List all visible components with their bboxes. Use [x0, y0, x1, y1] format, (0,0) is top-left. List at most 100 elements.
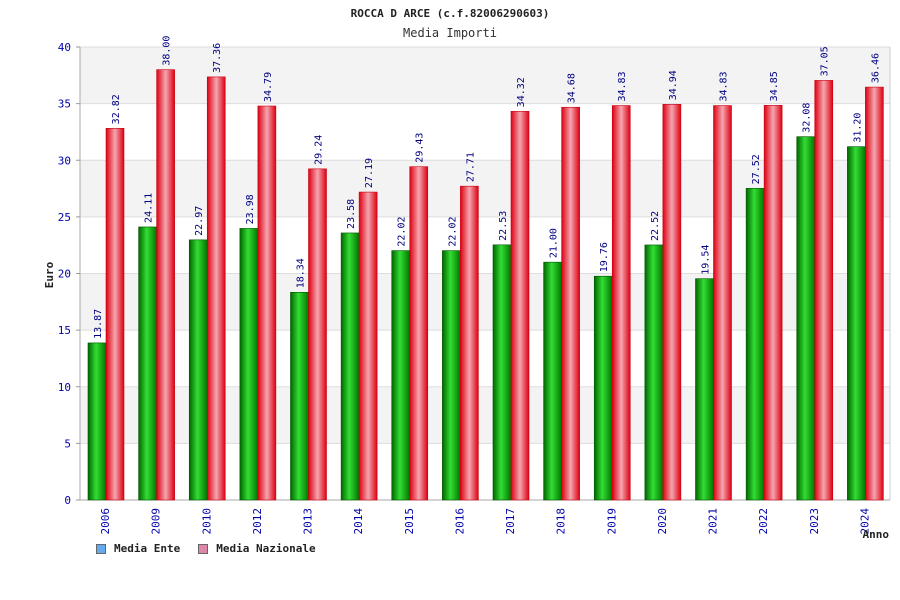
bar-media-nazionale	[561, 106, 580, 501]
bar-value-label: 18.34	[296, 258, 307, 288]
bar-value-label: 27.52	[751, 154, 762, 184]
bar-value-label: 24.11	[144, 193, 155, 223]
bar-media-ente	[340, 232, 360, 501]
y-axis-ticks: 0 5 10 15 20 25 30 35 40	[58, 41, 80, 507]
bar-value-label: 21.00	[549, 228, 560, 258]
x-axis-label: Anno	[863, 528, 890, 541]
bar-value-label: 19.54	[701, 245, 712, 275]
bar-value-label: 34.83	[719, 71, 730, 101]
bar-value-label: 22.53	[498, 211, 509, 241]
bar-value-label: 29.24	[314, 135, 325, 165]
legend-swatch-media-ente	[96, 543, 106, 554]
bar-media-ente	[442, 250, 461, 501]
bar-value-label: 22.02	[397, 217, 408, 247]
x-tick-label: 2013	[302, 508, 315, 535]
y-tick-label: 30	[58, 154, 71, 167]
bar-media-nazionale	[460, 185, 479, 501]
bar-value-label: 19.76	[599, 242, 610, 272]
bar-value-label: 29.43	[415, 133, 426, 163]
bar-value-label: 32.82	[111, 94, 122, 124]
bar-media-nazionale	[510, 111, 530, 501]
bar-media-ente	[188, 239, 208, 501]
x-tick-label: 2012	[251, 508, 264, 535]
y-axis-label: Euro	[43, 261, 56, 288]
bar-media-ente	[796, 136, 816, 501]
bar-media-ente	[593, 275, 613, 501]
y-tick-label: 20	[58, 268, 71, 281]
bar-value-label: 34.83	[617, 71, 628, 101]
bar-media-nazionale	[611, 105, 631, 501]
bar-media-nazionale	[257, 105, 277, 501]
legend-swatch-media-nazionale	[198, 543, 209, 554]
bar-value-label: 34.94	[668, 70, 679, 100]
x-tick-label: 2021	[707, 508, 720, 535]
bar-media-ente	[695, 278, 714, 501]
x-tick-label: 2006	[99, 508, 112, 535]
bars: 13.87 32.82 24.11 38.00 22.97 37.36 23.98 34.79…	[87, 36, 884, 501]
chart-title: ROCCA D ARCE (c.f.82006290603)	[351, 7, 550, 20]
legend-label-media-nazionale: Media Nazionale	[216, 542, 316, 555]
bar-value-label: 38.00	[162, 36, 173, 66]
bar-media-nazionale	[662, 104, 682, 501]
x-tick-label: 2009	[150, 508, 163, 535]
bar-media-ente	[745, 188, 765, 501]
bar-media-ente	[138, 226, 157, 501]
bar-media-ente	[391, 250, 411, 501]
bar-value-label: 13.87	[93, 309, 104, 339]
bar-media-ente	[543, 261, 562, 501]
bar-value-label: 27.19	[364, 158, 375, 188]
bar-value-label: 31.20	[852, 113, 863, 143]
y-tick-label: 15	[58, 324, 71, 337]
x-tick-label: 2020	[656, 508, 669, 535]
x-tick-label: 2018	[555, 508, 568, 535]
bar-value-label: 34.68	[567, 73, 578, 103]
bar-value-label: 34.79	[263, 72, 274, 102]
y-tick-label: 25	[58, 211, 71, 224]
x-tick-label: 2016	[453, 508, 466, 535]
y-tick-label: 5	[64, 437, 71, 450]
bar-value-label: 27.71	[465, 152, 476, 182]
bar-media-ente	[847, 146, 866, 501]
bar-value-label: 37.36	[212, 43, 223, 73]
x-tick-label: 2024	[858, 508, 871, 535]
bar-media-ente	[87, 342, 107, 501]
bar-media-ente	[644, 244, 664, 501]
bar-media-nazionale	[713, 105, 732, 501]
bar-value-label: 34.32	[516, 77, 527, 107]
bar-media-nazionale	[409, 166, 429, 501]
legend: Media Ente Media Nazionale	[96, 542, 316, 555]
y-tick-label: 35	[58, 98, 71, 111]
y-tick-label: 10	[58, 381, 71, 394]
bar-media-nazionale	[358, 191, 378, 501]
bar-value-label: 32.08	[802, 103, 813, 133]
x-tick-label: 2022	[757, 508, 770, 535]
legend-item-media-nazionale: Media Nazionale	[198, 542, 316, 555]
bar-value-label: 37.05	[820, 46, 831, 76]
x-tick-label: 2015	[403, 508, 416, 535]
x-tick-label: 2014	[352, 508, 365, 535]
x-axis-ticks: 2006 2009 2010 2012 2013 2014 2015 2016 2017 2018…	[99, 508, 871, 535]
legend-label-media-ente: Media Ente	[114, 542, 181, 555]
bar-value-label: 36.46	[870, 53, 881, 83]
bar-media-ente	[492, 244, 512, 501]
x-tick-label: 2017	[504, 508, 517, 535]
bar-media-nazionale	[308, 168, 327, 501]
bar-media-nazionale	[206, 76, 226, 501]
bar-media-nazionale	[156, 69, 175, 501]
bar-media-nazionale	[814, 80, 834, 501]
bar-value-label: 23.98	[245, 194, 256, 224]
x-tick-label: 2023	[808, 508, 821, 535]
bar-media-nazionale	[763, 105, 783, 501]
bar-value-label: 22.02	[447, 217, 458, 247]
bar-media-ente	[290, 291, 309, 501]
bar-value-label: 22.52	[650, 211, 661, 241]
bar-value-label: 34.85	[769, 71, 780, 101]
x-tick-label: 2019	[605, 508, 618, 535]
y-tick-label: 0	[64, 494, 71, 507]
bar-value-label: 22.97	[194, 206, 205, 236]
chart-subtitle: Media Importi	[403, 26, 497, 40]
bar-media-ente	[239, 228, 259, 501]
legend-item-media-ente: Media Ente	[96, 542, 180, 555]
x-tick-label: 2010	[200, 508, 213, 535]
